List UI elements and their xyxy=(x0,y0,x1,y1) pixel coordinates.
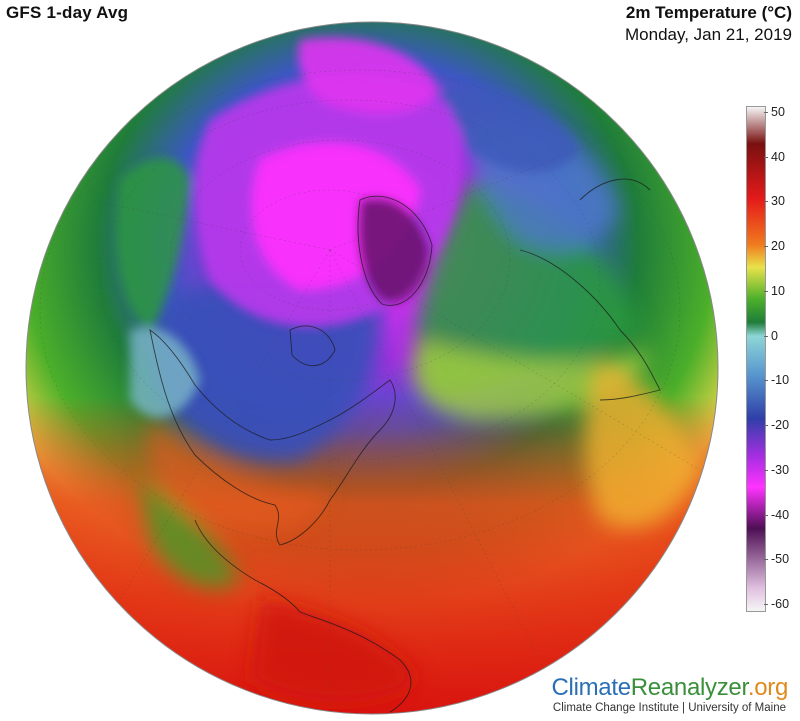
colorbar-tick-mark xyxy=(764,112,768,113)
colorbar-tick-mark xyxy=(764,290,768,292)
variable-header: 2m Temperature (°C) Monday, Jan 21, 2019 xyxy=(625,3,792,45)
model-title: GFS 1-day Avg xyxy=(6,3,129,22)
variable-title: 2m Temperature (°C) xyxy=(625,3,792,22)
colorbar-tick-mark xyxy=(764,604,768,605)
colorbar-tick-label: 10 xyxy=(771,283,785,298)
colorbar-tick-mark xyxy=(764,514,768,516)
colorbar-tick-mark xyxy=(764,469,768,471)
brand-logo: ClimateReanalyzer.org xyxy=(552,674,789,702)
brand-part-reanalyzer: Reanalyzer xyxy=(630,674,748,701)
colorbar-tick-label: -10 xyxy=(771,373,790,388)
colorbar-tick-label: -60 xyxy=(771,597,790,611)
colorbar-tick-label: 0 xyxy=(771,328,778,343)
colorbar-tick-mark xyxy=(764,246,768,248)
brand-part-climate: Climate xyxy=(551,674,632,701)
colorbar-tick-mark xyxy=(764,335,768,337)
colorbar-tick-label: -30 xyxy=(771,462,790,477)
brand-part-org: .org xyxy=(747,674,788,701)
colorbar-tick-mark xyxy=(764,156,768,158)
colorbar-tick-label: -20 xyxy=(771,418,790,433)
colorbar-tick-mark xyxy=(764,201,768,203)
colorbar-tick-mark xyxy=(764,425,768,427)
colorbar-tick-label: -50 xyxy=(771,552,790,567)
brand-subtitle: Climate Change Institute | University of… xyxy=(552,702,786,714)
colorbar-tick-label: 20 xyxy=(771,239,785,254)
colorbar-tick-mark xyxy=(764,559,768,561)
colorbar-tick-label: 30 xyxy=(771,194,785,209)
colorbar-tick-label: 40 xyxy=(771,149,785,164)
colorbar-tick-label: 50 xyxy=(771,105,785,119)
colorbar-tick-label: -40 xyxy=(771,507,790,522)
date-label: Monday, Jan 21, 2019 xyxy=(625,25,792,44)
temperature-colorbar xyxy=(746,106,766,612)
colorbar-tick-mark xyxy=(764,380,768,382)
